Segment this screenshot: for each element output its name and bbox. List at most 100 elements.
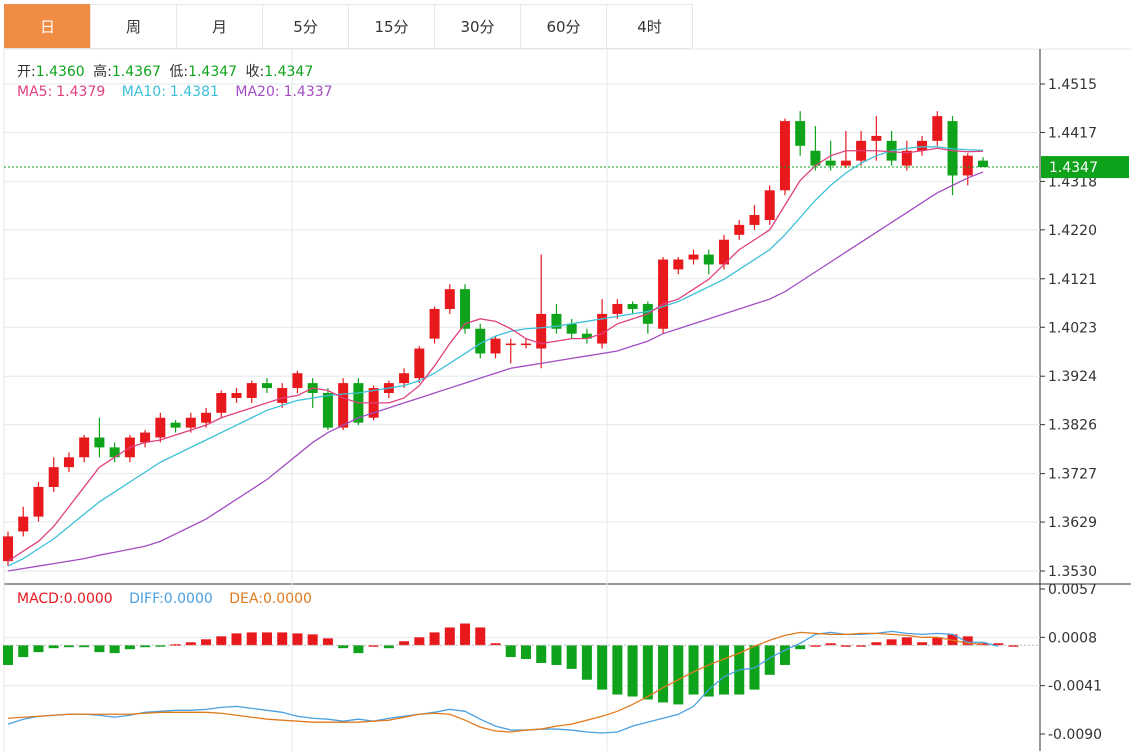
macd-bar [307,634,318,646]
macd-bar [627,645,638,697]
candle-body [566,323,577,334]
price-tick-label: 1.4515 [1048,77,1097,93]
macd-bar [993,643,1004,646]
tab-0[interactable]: 日 [4,4,91,48]
macd-bar [917,642,928,646]
low-value: 1.4347 [188,64,238,80]
macd-bar [429,632,440,646]
macd-bar [658,645,669,703]
candle-body [520,343,531,346]
candle-body [597,313,608,344]
candle-body [444,289,455,309]
macd-bar [795,645,806,650]
last-price-label: 1.4347 [1049,160,1098,176]
candle-body [490,338,501,354]
candle-body [917,140,928,151]
candle-body [932,116,943,141]
tab-2[interactable]: 月 [176,4,263,48]
tab-3[interactable]: 5分 [262,4,349,48]
macd-bar [779,645,790,665]
macd-bar [399,641,410,646]
candle-body [109,447,120,458]
dea-value: 0.0000 [262,591,312,607]
macd-bar [79,645,90,648]
price-tick-label: 1.3629 [1048,515,1097,531]
macd-bar [201,639,212,646]
macd-bar [764,645,775,675]
dea-label: DEA: [229,591,263,607]
macd-bar [216,636,227,646]
candle-body [3,536,13,562]
macd-bar [460,623,471,646]
macd-bar [719,645,730,695]
close-label: 收: [245,64,265,80]
macd-bar [124,645,135,650]
macd-bar [886,639,897,646]
price-tick-label: 1.3826 [1048,418,1097,434]
macd-bar [155,645,166,647]
price-tick-label: 1.3924 [1048,369,1097,385]
candle-body [627,304,638,309]
candle-body [322,393,333,428]
macd-bar [1008,645,1019,647]
tab-4[interactable]: 15分 [348,4,435,48]
ohlc-legend: 开:1.4360 高:1.4367 低:1.4347 收:1.4347 [17,61,313,81]
candle-body [658,259,669,329]
candle-body [338,383,349,428]
macd-bar [932,637,943,646]
diff-label: DIFF: [129,591,164,607]
macd-bar [856,645,867,647]
macd-bar [871,642,882,646]
candle-body [216,393,227,413]
candle-body [201,412,212,423]
tab-5[interactable]: 30分 [434,4,521,48]
ma5-label: MA5: [17,84,53,100]
macd-bar [566,645,577,669]
candle-body [734,224,745,235]
diff-value: 0.0000 [163,591,213,607]
diff-line [7,630,999,734]
candle-body [246,383,257,398]
dea-line [7,631,984,733]
candle-body [33,486,44,517]
macd-bar [688,645,699,695]
macd-bar [353,645,364,654]
macd-bar [673,645,684,705]
macd-bar [840,645,851,647]
macd-bar [33,645,44,653]
tab-1[interactable]: 周 [90,4,177,48]
macd-bar [642,645,653,700]
candle-body [536,313,547,349]
candle-body [140,432,151,443]
candle-body [94,437,105,448]
macd-bar [383,645,394,649]
macd-bar [703,645,714,697]
open-label: 开: [17,64,36,80]
macd-bar [901,637,912,646]
tab-7[interactable]: 4时 [606,4,693,48]
candle-body [79,437,90,458]
macd-bar [810,645,821,647]
macd-bar [581,645,592,680]
macd-bar [185,642,196,646]
last-price-tag [1041,156,1129,179]
macd-bar [140,645,151,648]
ma-legend: MA5: 1.4379 MA10: 1.4381 MA20: 1.4337 [17,84,333,100]
candle-body [825,160,836,166]
macd-bar [520,645,531,660]
candle-body [581,333,592,339]
price-tick-label: 1.4023 [1048,320,1097,336]
price-tick-label: 1.4121 [1048,272,1097,288]
low-label: 低: [169,64,189,80]
candle-body [505,343,516,346]
macd-bar [597,645,608,690]
price-tick-label: 1.4220 [1048,223,1097,239]
macd-bar [338,645,349,649]
high-label: 高: [93,64,112,80]
macd-bar [368,645,379,647]
macd-bar [825,643,836,646]
candle-body [673,259,684,270]
ma10-value: 1.4381 [169,84,219,100]
candle-body [703,254,714,265]
